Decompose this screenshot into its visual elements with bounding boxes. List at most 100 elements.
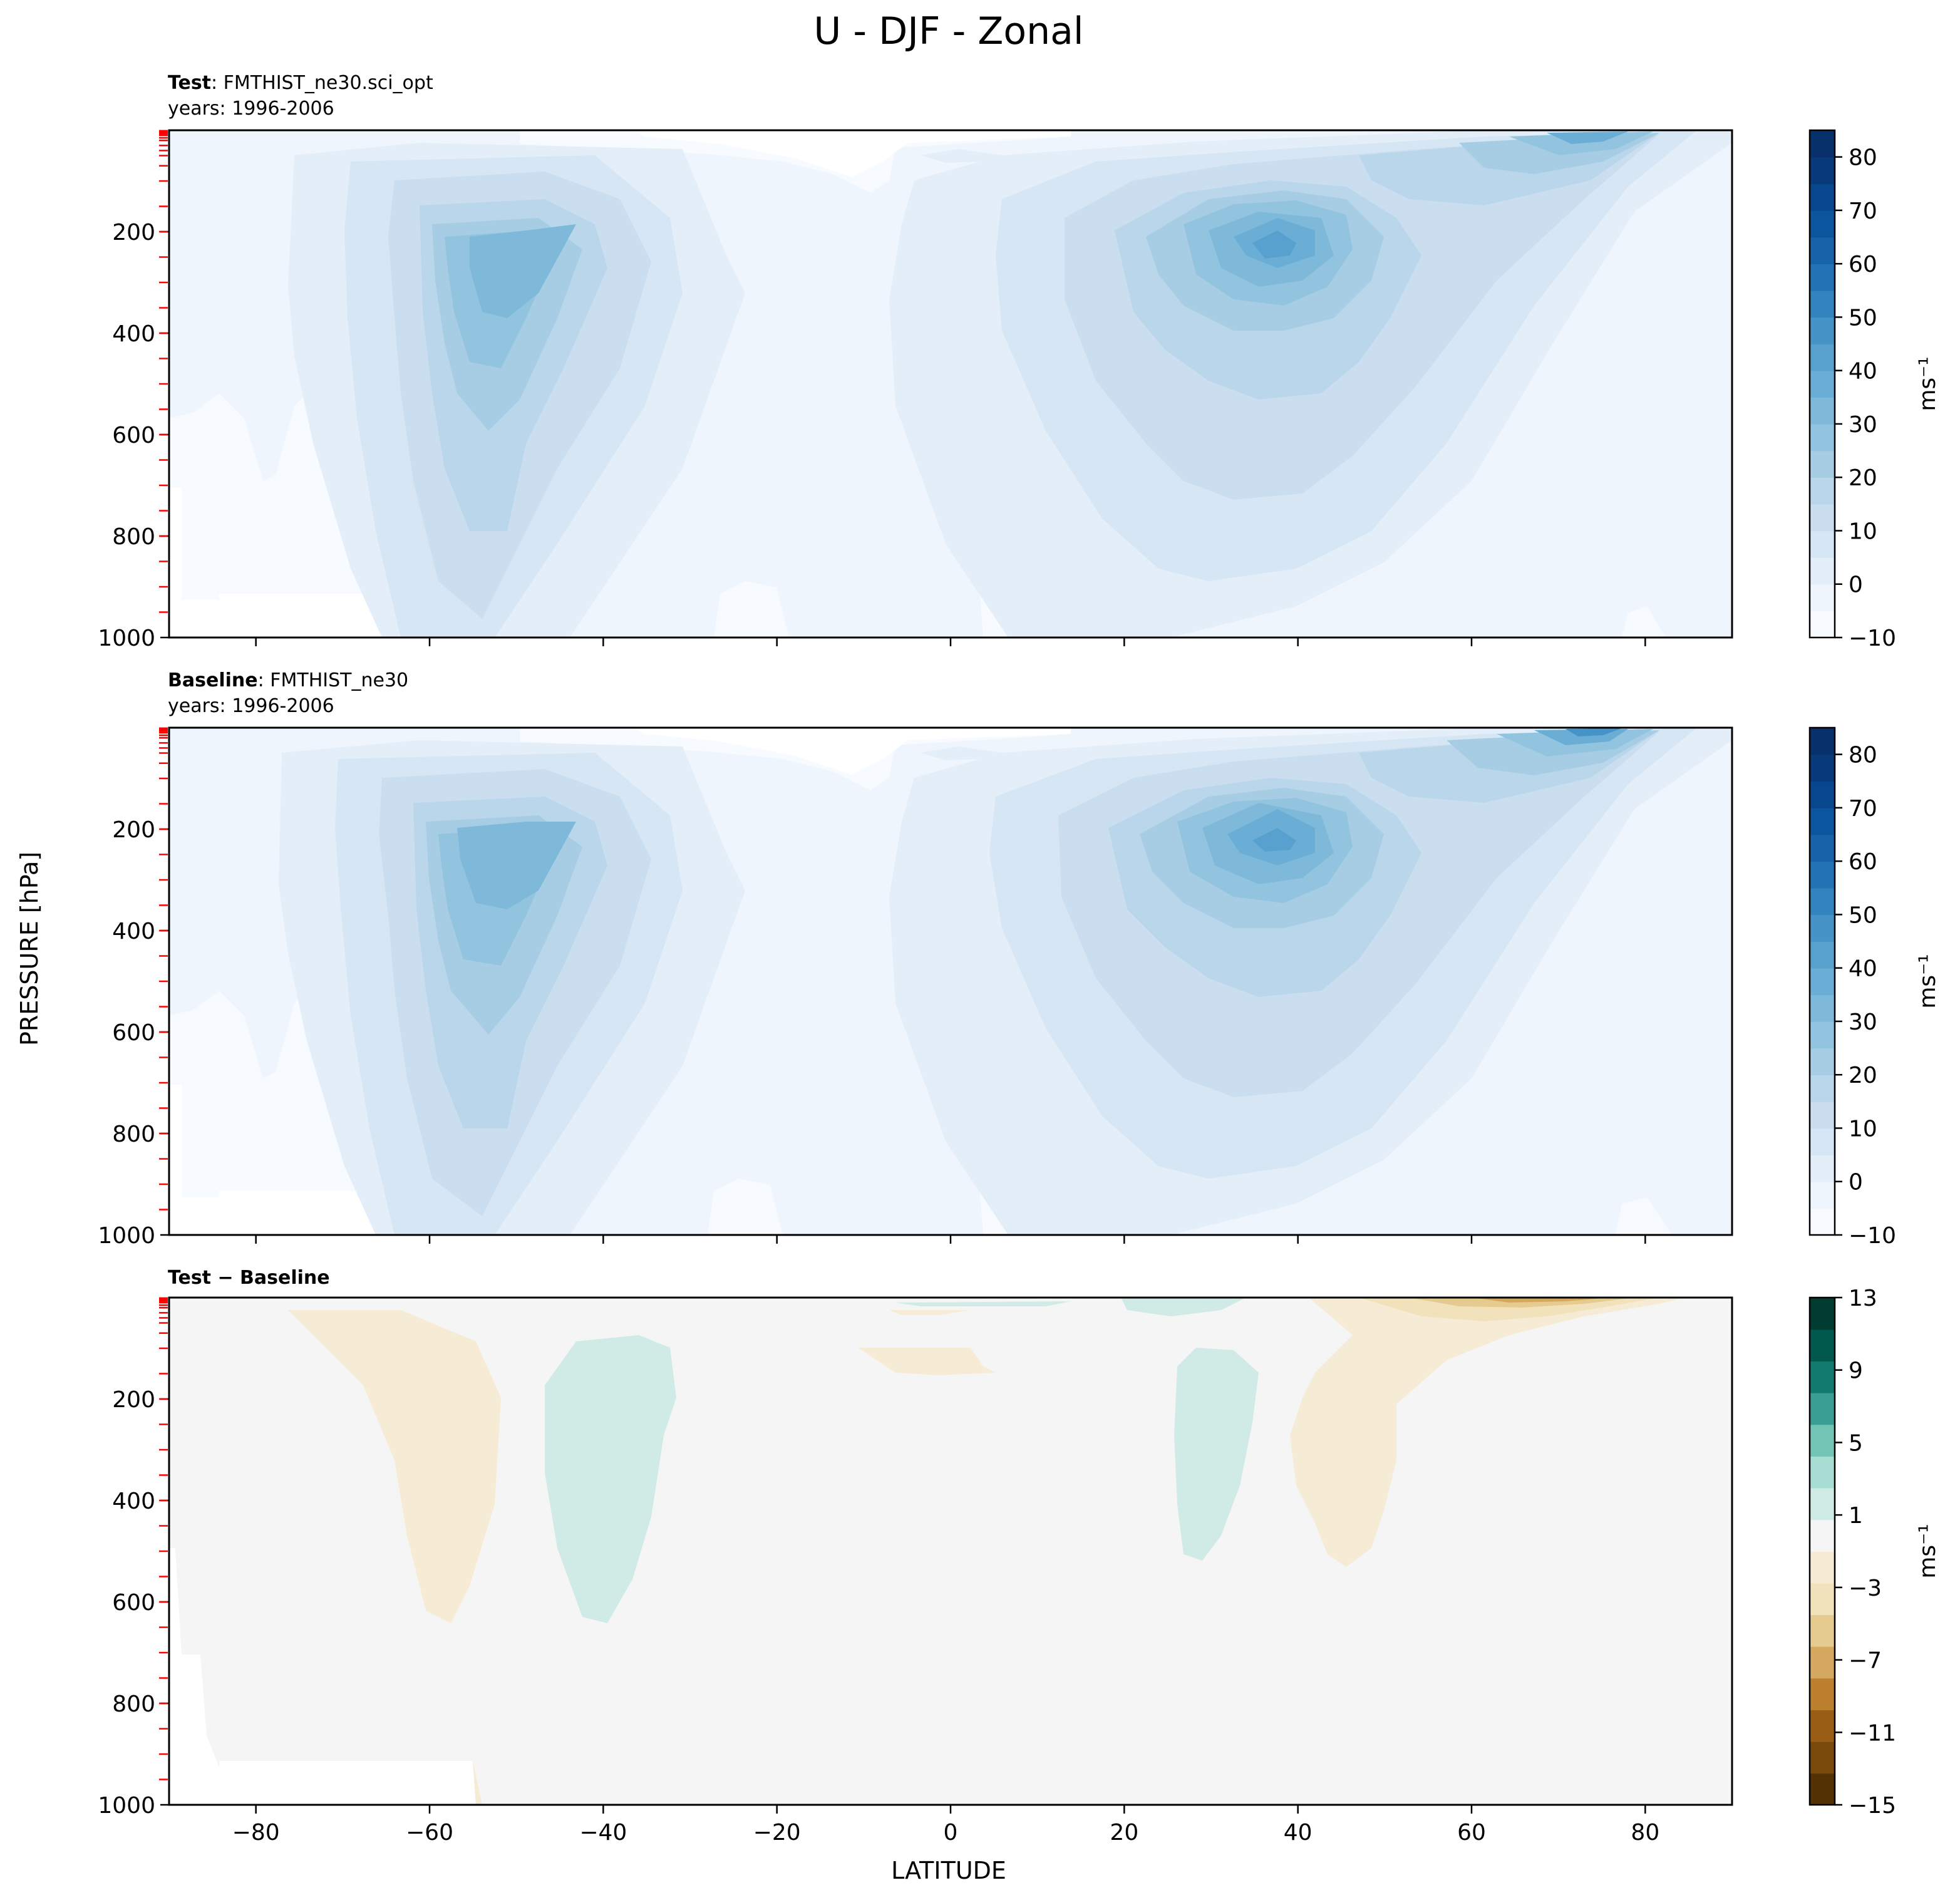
contour-plot — [169, 1298, 1732, 1805]
y-tick-label: 200 — [112, 1387, 155, 1413]
panel-years: years: 1996-2006 — [168, 98, 334, 120]
colorbar-segment — [1810, 477, 1835, 505]
colorbar-tick-label: 1 — [1849, 1503, 1863, 1529]
colorbar-segment — [1810, 807, 1835, 835]
colorbar: −10 0 10 20 30 40 50 60 70 80 ms⁻¹ — [1808, 129, 1941, 651]
y-tick-label: 600 — [112, 423, 155, 448]
colorbar-tick-label: 20 — [1849, 465, 1877, 491]
colorbar-segment — [1810, 1361, 1835, 1393]
colorbar-frame — [1808, 726, 1836, 1236]
colorbar-frame — [1808, 1296, 1836, 1806]
colorbar-tick-label: 50 — [1849, 305, 1877, 331]
colorbar-segment — [1810, 1128, 1835, 1155]
colorbar-tick-label: −11 — [1849, 1720, 1896, 1746]
x-axis: −80 −60 −40 −20 0 20 40 60 80 — [232, 1805, 1659, 1846]
colorbar-segment — [1810, 557, 1835, 585]
colorbar-tick-label: 10 — [1849, 519, 1877, 544]
x-tick-label: −20 — [753, 1820, 801, 1846]
panel-heading-rest: : FMTHIST_ne30.sci_opt — [211, 72, 433, 94]
panel-heading-bold: Test — [168, 72, 211, 94]
contour-level-6-np — [1509, 132, 1653, 155]
colorbar-segment — [1810, 968, 1835, 996]
colorbar-segment — [1810, 183, 1835, 211]
colorbar-tick-label: −10 — [1849, 626, 1896, 651]
contour-level-white-top — [520, 130, 1058, 193]
colorbar-tick-label: 30 — [1849, 412, 1877, 438]
y-axis: 200 400 600 800 1000 — [98, 727, 169, 1249]
colorbar-segment — [1810, 914, 1835, 942]
colorbar: −10 0 10 20 30 40 50 60 70 80 ms⁻¹ — [1808, 726, 1941, 1249]
colorbar-segment — [1810, 1487, 1835, 1521]
contour-level-7 — [457, 822, 576, 909]
colorbar-tick-label: 40 — [1849, 359, 1877, 385]
y-tick-label: 200 — [112, 220, 155, 245]
x-tick-label: −60 — [406, 1820, 453, 1846]
x-tick-label: 60 — [1457, 1820, 1486, 1846]
colorbar-segment — [1810, 1101, 1835, 1129]
colorbar-tick-label: 30 — [1849, 1009, 1877, 1035]
contour-plot — [169, 728, 1732, 1235]
colorbar-segment — [1810, 344, 1835, 371]
y-tick-label: 800 — [112, 1691, 155, 1717]
colorbar-segment — [1810, 1298, 1835, 1330]
colorbar-segment — [1810, 1329, 1835, 1362]
colorbar-segment — [1810, 210, 1835, 238]
y-tick-label: 200 — [112, 817, 155, 843]
contour-neg-1 — [288, 1310, 501, 1623]
panel-heading-rest: : FMTHIST_ne30 — [258, 669, 409, 691]
colorbar-unit-label: ms⁻¹ — [1915, 1524, 1941, 1578]
colorbar-segment — [1810, 941, 1835, 969]
contour-level-white-top-pure — [632, 728, 1071, 775]
contour-neg-1-top — [889, 1310, 971, 1315]
colorbar-segment — [1810, 611, 1835, 638]
colorbar-tick-label: 13 — [1849, 1286, 1877, 1311]
colorbar-segment — [1810, 1646, 1835, 1679]
colorbar-segment — [1810, 728, 1835, 755]
y-tick-label: 600 — [112, 1020, 155, 1046]
y-tick-label: 1000 — [98, 1223, 155, 1249]
colorbar-segment — [1810, 1155, 1835, 1182]
x-tick-label: 0 — [944, 1820, 958, 1846]
topo-mask-edge — [473, 1761, 482, 1805]
contour-pos-1-nh — [1174, 1348, 1259, 1561]
colorbar-segment — [1810, 157, 1835, 185]
colorbar: −15 −11 −7 −3 1 5 9 13 ms⁻¹ — [1808, 1286, 1941, 1819]
y-axis: 200 400 600 800 1000 — [98, 1297, 169, 1819]
colorbar-segment — [1810, 1048, 1835, 1076]
colorbar-segment — [1810, 530, 1835, 558]
colorbar-tick-label: 5 — [1849, 1430, 1863, 1456]
contour-level-9-nh — [1252, 230, 1296, 259]
contour-level-eq-blob — [921, 149, 1002, 163]
colorbar-tick-label: −3 — [1849, 1576, 1882, 1601]
x-tick-label: 40 — [1284, 1820, 1313, 1846]
colorbar-segment — [1810, 397, 1835, 425]
contour-level-white-top-pure — [632, 130, 1071, 177]
colorbar-segment — [1810, 1710, 1835, 1742]
y-axis-label: PRESSURE [hPa] — [16, 852, 43, 1046]
colorbar-tick-label: 80 — [1849, 145, 1877, 171]
colorbar-unit-label: ms⁻¹ — [1915, 954, 1941, 1008]
colorbar-tick-label: 70 — [1849, 199, 1877, 224]
colorbar-segment — [1810, 1208, 1835, 1236]
topo-mask — [169, 1548, 476, 1805]
y-tick-label: 400 — [112, 1489, 155, 1514]
colorbar-segment — [1810, 290, 1835, 318]
panel-heading: Baseline: FMTHIST_ne30 — [168, 669, 408, 691]
y-tick-label: 1000 — [98, 1793, 155, 1819]
y-tick-label: 600 — [112, 1590, 155, 1616]
colorbar-tick-label: −7 — [1849, 1648, 1882, 1674]
colorbar-segment — [1810, 1021, 1835, 1049]
y-tick-label: 800 — [112, 1122, 155, 1147]
panel-years: years: 1996-2006 — [168, 695, 334, 717]
colorbar-segment — [1810, 1424, 1835, 1457]
contour-level-8-np — [1547, 132, 1628, 144]
colorbar-tick-label: 70 — [1849, 796, 1877, 822]
colorbar-segment — [1810, 1741, 1835, 1774]
contour-pos-1 — [545, 1335, 676, 1623]
colorbar-tick-label: 40 — [1849, 956, 1877, 982]
panel-baseline: Baseline: FMTHIST_ne30 years: 1996-2006 — [98, 669, 1941, 1249]
colorbar-segment — [1810, 834, 1835, 862]
colorbar-segment — [1810, 130, 1835, 158]
